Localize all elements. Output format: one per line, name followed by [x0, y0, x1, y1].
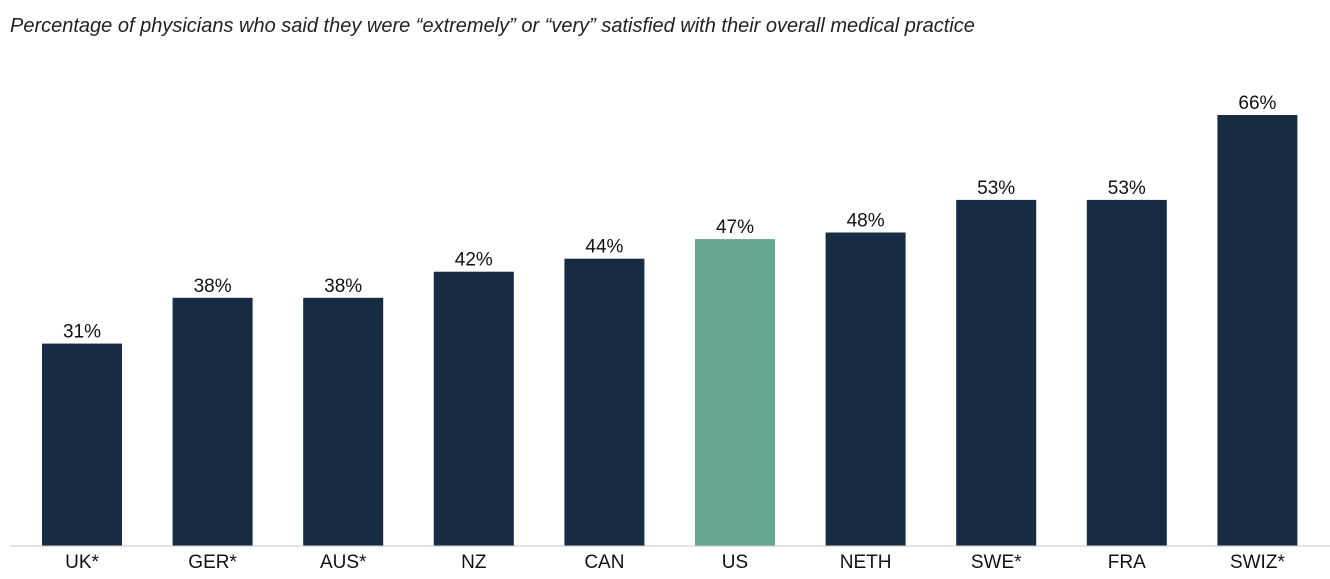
value-label-fra: 53%	[1108, 178, 1146, 199]
bar-swe	[956, 199, 1037, 546]
bar-can	[564, 258, 645, 546]
value-label-ger: 38%	[194, 276, 232, 297]
category-label-swiz: SWIZ*	[1230, 552, 1285, 573]
bar-ger	[172, 297, 253, 546]
value-label-neth: 48%	[847, 211, 885, 232]
value-label-us: 47%	[716, 217, 754, 238]
bar-fra	[1086, 199, 1167, 546]
category-label-fra: FRA	[1108, 552, 1146, 573]
value-label-nz: 42%	[455, 250, 493, 271]
value-label-can: 44%	[585, 237, 623, 258]
value-labels-group: 31% 38% 38% 42% 44% 47% 48% 53% 53% 66%	[63, 93, 1277, 343]
category-label-uk: UK*	[65, 552, 99, 573]
bar-swiz	[1217, 115, 1298, 546]
category-label-neth: NETH	[840, 552, 892, 573]
chart-subtitle: Percentage of physicians who said they w…	[10, 15, 975, 37]
category-label-ger: GER*	[188, 552, 237, 573]
value-label-swiz: 66%	[1238, 93, 1276, 114]
category-label-aus: AUS*	[320, 552, 367, 573]
bar-us	[695, 239, 775, 546]
category-label-us: US	[722, 552, 748, 573]
category-label-nz: NZ	[461, 552, 487, 573]
category-labels-group: UK* GER* AUS* NZ CAN US NETH SWE* FRA SWIZ*	[65, 552, 1285, 573]
bar-aus	[303, 297, 384, 546]
category-label-swe: SWE*	[971, 552, 1022, 573]
value-label-swe: 53%	[977, 178, 1015, 199]
bar-neth	[825, 232, 906, 546]
bar-nz	[433, 271, 514, 546]
value-label-uk: 31%	[63, 322, 101, 343]
category-label-can: CAN	[584, 552, 624, 573]
value-label-aus: 38%	[324, 276, 362, 297]
bars-group	[42, 115, 1298, 546]
bar-uk	[42, 343, 122, 546]
